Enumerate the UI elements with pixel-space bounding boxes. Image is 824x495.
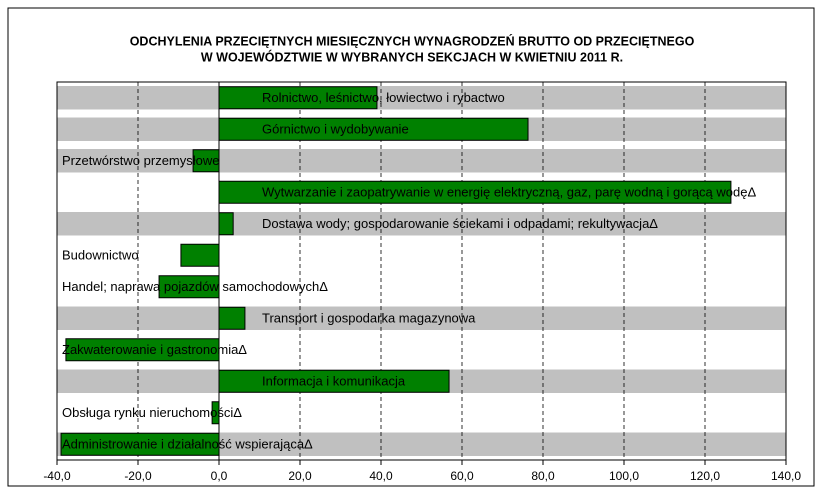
x-tick-label: -20,0 [124, 469, 152, 483]
category-label: Przetwórstwo przemysłowe [62, 153, 220, 168]
category-label: Rolnictwo, leśnictwo, łowiectwo i rybact… [262, 90, 505, 105]
chart-title: ODCHYLENIA PRZECIĘTNYCH MIESIĘCZNYCH WYN… [130, 33, 695, 48]
row-band [57, 212, 786, 236]
category-label: Transport i gospodarka magazynowa [262, 311, 476, 326]
category-label: Administrowanie i działalność wspierając… [62, 437, 313, 452]
category-label: Zakwaterowanie i gastronomiaΔ [62, 342, 247, 357]
x-tick-label: -40,0 [43, 469, 71, 483]
bar [218, 306, 246, 330]
row-band [57, 149, 786, 173]
category-label: Dostawa wody; gospodarowanie ściekami i … [262, 216, 658, 231]
x-tick-label: 20,0 [288, 469, 312, 483]
bar [180, 243, 220, 267]
x-tick-label: 120,0 [690, 469, 720, 483]
category-label: Budownictwo [62, 248, 139, 263]
category-label: Obsługa rynku nieruchomościΔ [62, 405, 242, 420]
x-tick-label: 80,0 [531, 469, 555, 483]
plot-area [57, 82, 786, 460]
x-tick-label: 140,0 [771, 469, 801, 483]
x-tick-label: 100,0 [609, 469, 639, 483]
category-label: Górnictwo i wydobywanie [262, 122, 409, 137]
chart-title: W WOJEWÓDZTWIE W WYBRANYCH SEKCJACH W KW… [201, 49, 623, 64]
category-label: Informacja i komunikacja [262, 374, 406, 389]
category-label: Wytwarzanie i zaopatrywanie w energię el… [262, 185, 756, 200]
category-label: Handel; naprawa pojazdów samochodowychΔ [62, 279, 328, 294]
x-tick-label: 0,0 [211, 469, 228, 483]
row-band [57, 432, 786, 456]
plot-border [56, 81, 787, 461]
x-tick-label: 60,0 [450, 469, 474, 483]
x-tick-label: 40,0 [369, 469, 393, 483]
bar [218, 212, 234, 236]
